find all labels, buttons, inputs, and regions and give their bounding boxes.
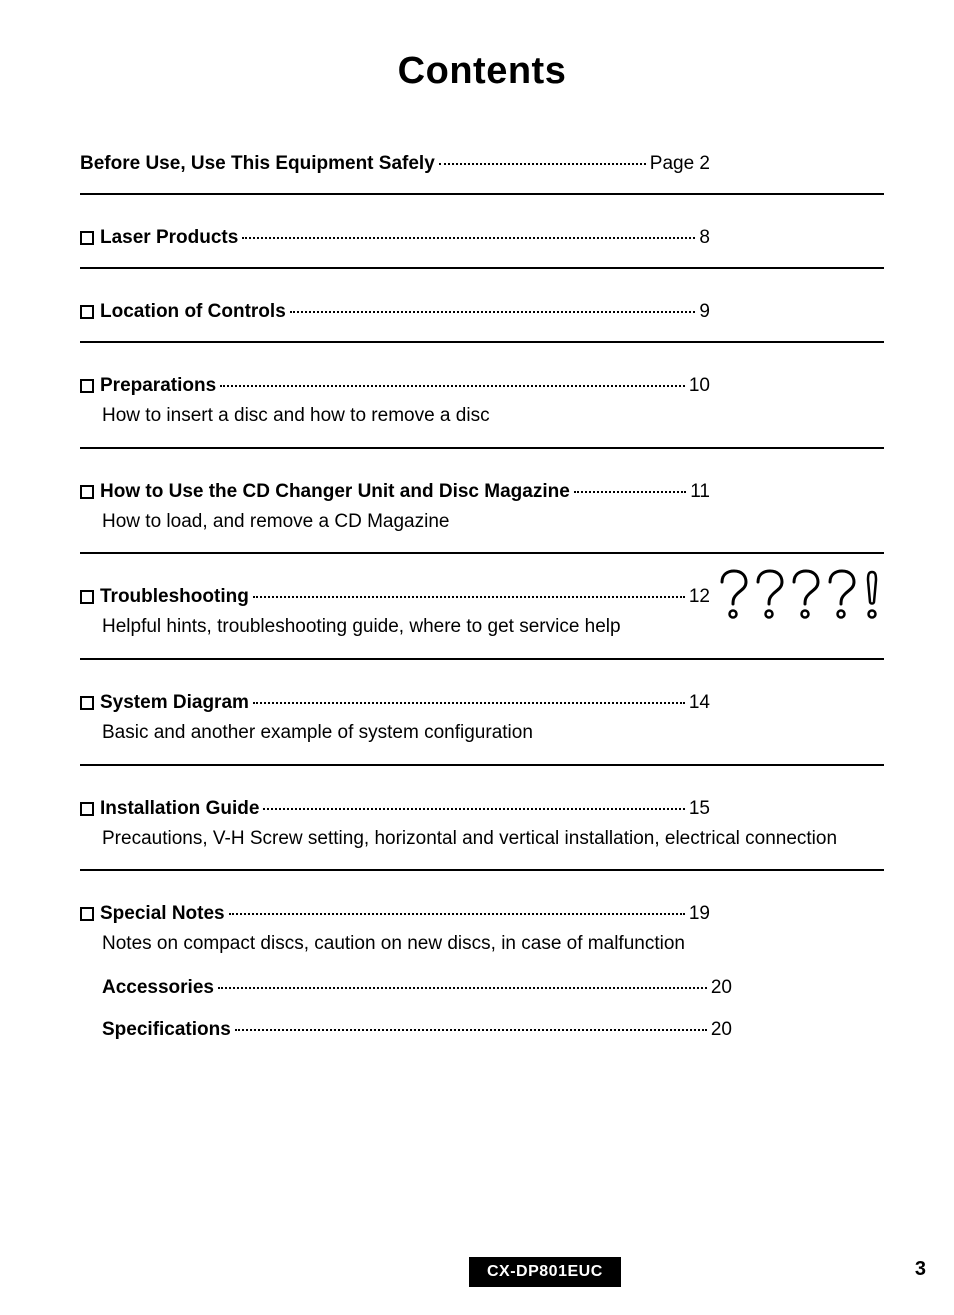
bullet-icon — [80, 231, 94, 245]
toc-subtext: Notes on compact discs, caution on new d… — [102, 931, 842, 957]
toc-row: Location of Controls 9 — [80, 301, 710, 323]
leader-dots — [574, 491, 686, 493]
toc-label: Preparations — [100, 375, 216, 397]
toc-row: Accessories 20 — [102, 977, 732, 999]
toc-label: Installation Guide — [100, 798, 259, 820]
toc-row: Specifications 20 — [102, 1019, 732, 1041]
toc-entry: Location of Controls 9 — [80, 301, 884, 343]
toc-entry: Laser Products 8 — [80, 227, 884, 269]
bullet-icon — [80, 696, 94, 710]
toc-row: System Diagram 14 — [80, 692, 710, 714]
toc-subtext: How to load, and remove a CD Magazine — [102, 509, 842, 535]
toc-entry: Installation Guide 15 Precautions, V-H Scr… — [80, 798, 884, 872]
toc-list: Before Use, Use This Equipment Safely Pag… — [80, 153, 884, 1047]
toc-label: How to Use the CD Changer Unit and Disc … — [100, 481, 570, 503]
leader-dots — [220, 385, 685, 387]
leader-dots — [235, 1029, 707, 1031]
bullet-icon — [80, 485, 94, 499]
toc-entry: Accessories 20 — [80, 977, 884, 1005]
bullet-icon — [80, 379, 94, 393]
leader-dots — [263, 808, 684, 810]
bullet-icon — [80, 305, 94, 319]
toc-entry: Before Use, Use This Equipment Safely Pag… — [80, 153, 884, 195]
toc-entry: Specifications 20 — [80, 1019, 884, 1047]
toc-label: Special Notes — [100, 903, 225, 925]
toc-page: 20 — [711, 977, 732, 999]
toc-entry: How to Use the CD Changer Unit and Disc … — [80, 481, 884, 555]
toc-page: 14 — [689, 692, 710, 714]
toc-row: Special Notes 19 — [80, 903, 710, 925]
toc-page: Page 2 — [650, 153, 710, 175]
page-number: 3 — [915, 1258, 926, 1281]
leader-dots — [218, 987, 707, 989]
toc-label: Specifications — [102, 1019, 231, 1041]
bullet-icon — [80, 590, 94, 604]
toc-row: Laser Products 8 — [80, 227, 710, 249]
leader-dots — [253, 596, 685, 598]
toc-subtext: Precautions, V-H Screw setting, horizont… — [102, 826, 842, 852]
page-title: Contents — [80, 50, 884, 93]
question-marks-icon — [716, 568, 884, 620]
leader-dots — [253, 702, 685, 704]
page: Contents Before Use, Use This Equipment … — [0, 0, 954, 1315]
toc-page: 15 — [689, 798, 710, 820]
toc-page: 10 — [689, 375, 710, 397]
toc-entry: Troubleshooting12Helpful hints, troubles… — [80, 586, 884, 660]
toc-row: Preparations 10 — [80, 375, 710, 397]
toc-row: Before Use, Use This Equipment Safely Pag… — [80, 153, 710, 175]
toc-page: 19 — [689, 903, 710, 925]
toc-subtext: Basic and another example of system conf… — [102, 720, 842, 746]
model-badge: CX-DP801EUC — [469, 1257, 621, 1287]
toc-row: Troubleshooting 12 — [80, 586, 710, 608]
toc-label: Troubleshooting — [100, 586, 249, 608]
toc-label: Before Use, Use This Equipment Safely — [80, 153, 435, 175]
toc-page: 8 — [699, 227, 710, 249]
toc-entry: System Diagram 14 Basic and another exampl… — [80, 692, 884, 766]
toc-subtext: How to insert a disc and how to remove a… — [102, 403, 842, 429]
leader-dots — [242, 237, 695, 239]
toc-page: 12 — [689, 586, 710, 608]
toc-label: Accessories — [102, 977, 214, 999]
leader-dots — [439, 163, 646, 165]
toc-entry: Special Notes 19 Notes on compact discs, c… — [80, 903, 884, 963]
leader-dots — [290, 311, 696, 313]
toc-page: 9 — [699, 301, 710, 323]
bullet-icon — [80, 802, 94, 816]
toc-label: System Diagram — [100, 692, 249, 714]
toc-page: 11 — [690, 481, 710, 503]
leader-dots — [229, 913, 685, 915]
bullet-icon — [80, 907, 94, 921]
toc-entry: Preparations 10 How to insert a disc and h… — [80, 375, 884, 449]
toc-row: How to Use the CD Changer Unit and Disc … — [80, 481, 710, 503]
toc-row: Installation Guide 15 — [80, 798, 710, 820]
toc-label: Laser Products — [100, 227, 238, 249]
toc-label: Location of Controls — [100, 301, 286, 323]
toc-page: 20 — [711, 1019, 732, 1041]
